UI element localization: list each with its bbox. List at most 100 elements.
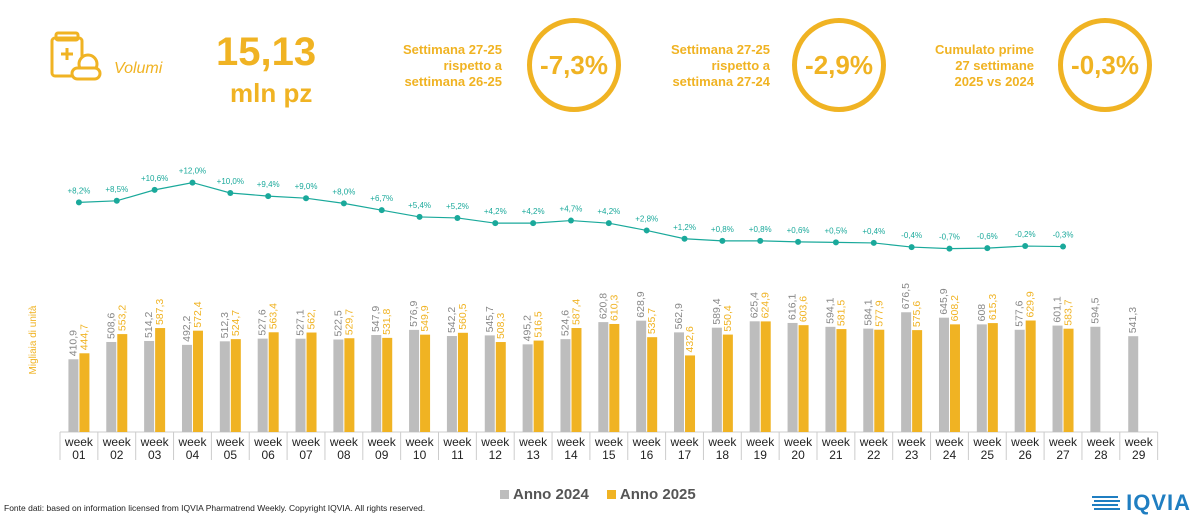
growth-point [530, 220, 537, 227]
bar-2024 [219, 341, 230, 432]
data-label-2024: 410,9 [67, 330, 79, 356]
legend-item-2025: Anno 2025 [606, 486, 696, 503]
bar-2024 [825, 326, 836, 432]
x-tick-label: week [556, 435, 586, 449]
data-label-2024: 620,8 [597, 293, 609, 319]
x-tick-label: 26 [1018, 448, 1032, 462]
growth-label: +0,8% [711, 225, 734, 234]
bar-2024 [257, 338, 268, 432]
data-label-2025: 610,3 [608, 295, 620, 321]
x-tick-label: week [972, 435, 1002, 449]
bar-2024 [106, 341, 117, 432]
chart-legend: Anno 2024 Anno 2025 [500, 486, 696, 503]
growth-point [151, 186, 158, 193]
growth-label: +8,5% [105, 185, 128, 194]
data-label-2024: 512,3 [219, 312, 231, 338]
x-tick-label: week [632, 435, 662, 449]
x-tick-label: 15 [602, 448, 616, 462]
data-label-2025: 572,4 [192, 301, 204, 327]
bar-2025 [79, 353, 90, 432]
growth-label: +4,7% [560, 205, 583, 214]
growth-label: +4,2% [522, 207, 545, 216]
data-label-2025: 581,5 [835, 300, 847, 326]
bar-2024 [409, 329, 420, 432]
data-label-2024: 527,6 [257, 309, 269, 335]
growth-point [795, 238, 802, 245]
x-tick-label: week [442, 435, 472, 449]
data-label-2024: 628,9 [635, 291, 647, 317]
bar-2025 [647, 337, 658, 432]
data-label-2024: 576,9 [408, 300, 420, 326]
growth-label: +8,0% [332, 187, 355, 196]
growth-point [227, 190, 234, 196]
comparison-1-badge: -7,3% [527, 18, 621, 112]
x-tick-label: week [518, 435, 548, 449]
bar-2025 [457, 332, 468, 432]
bar-2024 [901, 312, 912, 432]
data-label-2025: 563,4 [268, 303, 280, 329]
iqvia-logo: IQVIA [1092, 490, 1191, 516]
x-tick-label: week [707, 435, 737, 449]
pills-icon [50, 31, 102, 81]
x-tick-label: 12 [489, 448, 503, 462]
data-label-2024: 594,1 [824, 297, 836, 323]
bar-2025 [117, 334, 128, 432]
growth-point [832, 239, 839, 246]
growth-point [1022, 243, 1029, 250]
x-tick-label: 02 [110, 448, 124, 462]
bar-2025 [533, 340, 544, 432]
x-tick-label: 06 [261, 448, 275, 462]
data-label-2024: 514,2 [143, 312, 155, 338]
growth-point [567, 217, 574, 224]
data-label-2024: 542,2 [446, 307, 458, 333]
x-tick-label: week [594, 435, 624, 449]
bar-2024 [144, 340, 155, 432]
bar-2024 [181, 344, 192, 432]
bar-2024 [636, 320, 647, 432]
bar-2025 [306, 332, 317, 432]
data-label-2025: 608,2 [949, 295, 961, 321]
growth-point [340, 200, 347, 207]
growth-point [189, 179, 196, 186]
bar-2025 [760, 321, 771, 432]
x-tick-label: 27 [1056, 448, 1070, 462]
data-label-2024: 541,3 [1127, 307, 1139, 333]
data-label-2024: 676,5 [900, 283, 912, 309]
growth-label: +8,2% [67, 186, 90, 195]
data-label-2024: 608 [976, 304, 988, 322]
growth-point [605, 220, 612, 227]
bar-2025 [912, 330, 923, 432]
data-label-2025: 583,7 [1063, 299, 1075, 325]
x-tick-label: 28 [1094, 448, 1108, 462]
growth-label: +4,2% [484, 207, 507, 216]
bar-2024 [484, 335, 495, 432]
x-tick-label: week [480, 435, 510, 449]
data-label-2025: 508,3 [495, 313, 507, 339]
data-label-2024: 577,6 [1014, 300, 1026, 326]
growth-label: -0,3% [1053, 231, 1074, 240]
growth-point [265, 193, 272, 200]
growth-label: +5,4% [408, 201, 431, 210]
x-tick-label: week [1124, 435, 1154, 449]
data-label-2024: 601,1 [1052, 296, 1064, 322]
data-label-2025: 516,5 [533, 311, 545, 337]
growth-label: +1,2% [673, 223, 696, 232]
x-tick-label: week [897, 435, 927, 449]
legend-item-2024: Anno 2024 [500, 486, 589, 503]
iqvia-logo-icon [1092, 496, 1121, 510]
x-tick-label: week [177, 435, 207, 449]
comparison-1-text: Settimana 27-25 rispetto a settimana 26-25 [403, 42, 502, 89]
x-tick-label: 07 [299, 448, 313, 462]
x-tick-label: 10 [413, 448, 427, 462]
x-tick-label: 17 [678, 448, 692, 462]
x-tick-label: 19 [754, 448, 768, 462]
x-tick-label: week [102, 435, 132, 449]
bar-2024 [787, 322, 798, 432]
bar-2025 [495, 342, 506, 432]
comparison-3-badge: -0,3% [1058, 18, 1152, 112]
growth-label: +2,8% [635, 214, 658, 223]
bar-2024 [1090, 326, 1101, 432]
bar-2025 [382, 337, 393, 432]
bar-2024 [674, 332, 685, 432]
